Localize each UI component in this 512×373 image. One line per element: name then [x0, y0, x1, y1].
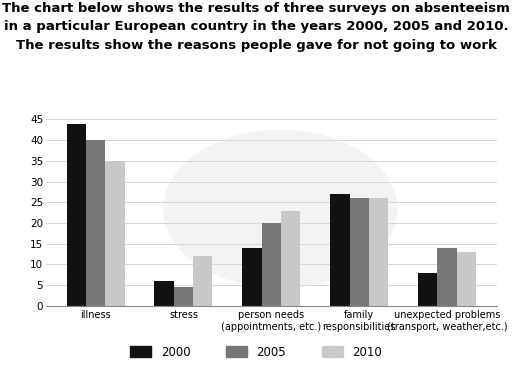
Bar — [330, 194, 350, 306]
Bar — [67, 123, 86, 306]
Legend: 2000, 2005, 2010: 2000, 2005, 2010 — [125, 341, 387, 363]
Bar — [193, 256, 212, 306]
Ellipse shape — [163, 130, 397, 288]
Bar — [86, 140, 105, 306]
Bar — [369, 198, 388, 306]
Bar — [174, 287, 193, 306]
Bar — [242, 248, 262, 306]
Text: The chart below shows the results of three surveys on absenteeism
in a particula: The chart below shows the results of thr… — [2, 2, 510, 52]
Bar — [437, 248, 457, 306]
Bar — [105, 161, 124, 306]
Bar — [457, 252, 476, 306]
Bar — [155, 281, 174, 306]
Bar — [418, 273, 437, 306]
Bar — [281, 210, 301, 306]
Bar — [262, 223, 281, 306]
Bar — [350, 198, 369, 306]
